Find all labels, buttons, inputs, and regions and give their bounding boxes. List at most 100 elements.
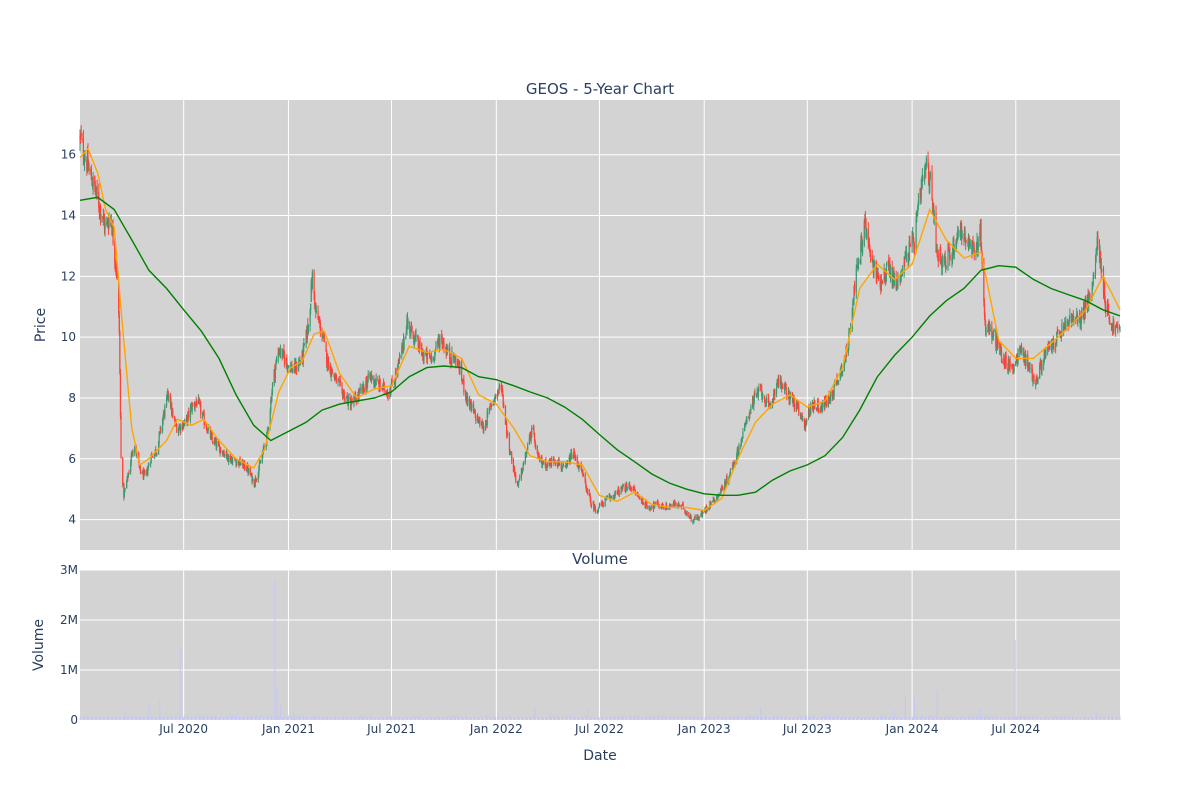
volume-bar [171, 717, 173, 720]
volume-bar [457, 715, 459, 720]
candle-body [341, 389, 344, 398]
candle-body [782, 388, 784, 389]
volume-bar [784, 717, 786, 720]
volume-bar [229, 715, 231, 720]
price-y-tick-label: 16 [61, 148, 76, 162]
volume-bar [282, 717, 284, 720]
volume-bar [1048, 718, 1050, 720]
volume-bar [728, 715, 730, 720]
volume-bar [164, 717, 166, 720]
volume-bar [285, 717, 287, 720]
volume-bar [346, 718, 347, 720]
candle-body [319, 322, 321, 333]
volume-bar [183, 717, 185, 720]
candle-body [147, 468, 149, 476]
candle-body [139, 465, 141, 467]
volume-bar [138, 718, 140, 720]
candle-body [533, 428, 535, 433]
volume-bar [816, 718, 817, 720]
candle-body [775, 387, 778, 394]
volume-bar [812, 715, 814, 720]
candle-body [122, 457, 124, 485]
candle-body [415, 334, 417, 338]
volume-bar [681, 715, 682, 720]
volume-bar [112, 716, 114, 720]
volume-bar [909, 718, 911, 720]
volume-bar [585, 718, 587, 720]
volume-bar [730, 716, 732, 720]
candle-body [353, 397, 355, 405]
volume-bar [200, 716, 202, 720]
volume-bar [143, 715, 145, 720]
volume-bar [132, 715, 134, 720]
volume-bar [399, 715, 400, 720]
volume-bar [250, 717, 252, 720]
candle-body [1043, 350, 1045, 362]
volume-bar [777, 715, 779, 720]
candle-body [847, 348, 849, 354]
volume-bar [243, 717, 244, 720]
volume-bar [453, 715, 455, 720]
volume-bar [882, 715, 883, 720]
candle-body [315, 302, 317, 313]
candle-body [980, 247, 983, 252]
candle-body [1020, 344, 1023, 352]
volume-bar [339, 718, 341, 720]
volume-bar [413, 715, 415, 720]
candle-body [827, 395, 829, 407]
volume-bar [542, 717, 544, 720]
volume-bar [826, 718, 828, 720]
volume-bar [422, 718, 424, 720]
volume-bar [786, 717, 788, 720]
candle-body [1029, 367, 1031, 369]
candle-body [1053, 346, 1055, 350]
volume-bar [933, 717, 935, 720]
volume-bar [1037, 717, 1039, 720]
candle-body [781, 381, 783, 388]
candle-body [342, 394, 344, 399]
volume-bar [1059, 717, 1061, 720]
volume-bar [642, 717, 644, 720]
volume-bar [996, 715, 998, 720]
volume-bar [467, 718, 469, 720]
candle-body [363, 388, 365, 392]
volume-bar [306, 718, 308, 720]
volume-bar [506, 718, 507, 720]
volume-bar [335, 716, 337, 720]
volume-bar [698, 716, 700, 720]
volume-bar [884, 715, 886, 720]
volume-bar-spike [124, 710, 126, 720]
volume-bar [502, 717, 504, 720]
volume-bar [1044, 715, 1046, 720]
volume-bar [625, 716, 627, 720]
candle-body [216, 442, 218, 448]
candle-body [1107, 301, 1109, 309]
volume-bar [830, 718, 832, 720]
volume-bar [850, 717, 852, 720]
candle-body [206, 428, 208, 433]
volume-bar [554, 718, 556, 720]
volume-bar [142, 716, 144, 720]
volume-bar [812, 715, 813, 720]
volume-bar [362, 716, 364, 720]
candle-body [987, 329, 989, 333]
long-moving-average-line [79, 196, 1121, 496]
candle-body [1069, 314, 1071, 321]
candle-body [947, 248, 949, 269]
volume-bar [668, 717, 670, 720]
volume-bar [800, 717, 802, 720]
volume-bar [529, 715, 531, 720]
candle-body [992, 331, 995, 337]
candle-body [167, 391, 169, 397]
volume-bar [736, 718, 738, 720]
candle-body [102, 216, 104, 220]
volume-bar [249, 715, 251, 720]
candle-body [417, 336, 419, 338]
volume-bar [579, 717, 580, 720]
volume-bar [690, 718, 692, 720]
volume-bar [481, 715, 482, 720]
candle-body [474, 410, 476, 416]
volume-bar [319, 715, 321, 720]
volume-bar [1009, 716, 1010, 720]
volume-bar [964, 717, 965, 720]
